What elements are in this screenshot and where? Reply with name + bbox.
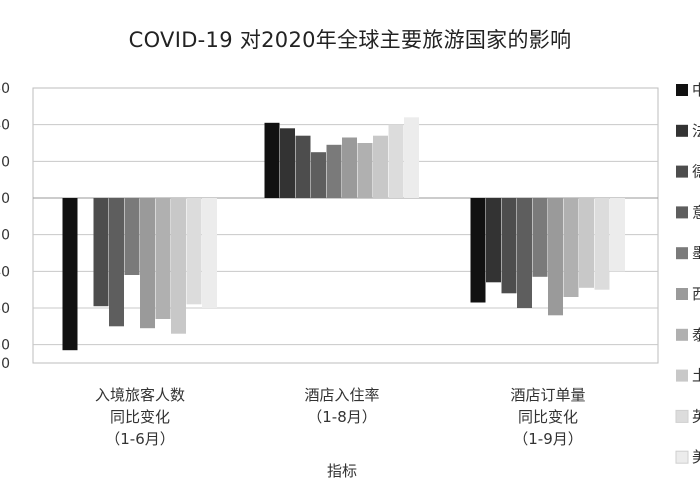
y-axis-ticks: 60 40 20 0 -20 -40 -60 -80 -90 bbox=[0, 81, 10, 372]
y-tick-label: 40 bbox=[0, 118, 10, 134]
bar bbox=[357, 143, 373, 198]
legend-label: 西 bbox=[692, 285, 700, 303]
bar bbox=[517, 198, 532, 308]
y-tick-label: -60 bbox=[0, 301, 10, 317]
category-label: 酒店订单量 bbox=[510, 386, 585, 404]
legend-label: 中 bbox=[692, 81, 700, 99]
legend-swatch bbox=[676, 165, 688, 178]
legend-swatch bbox=[675, 409, 689, 423]
bar bbox=[93, 198, 109, 307]
bar bbox=[342, 137, 357, 198]
bar bbox=[610, 198, 625, 272]
category-label: （1-9月） bbox=[513, 430, 583, 448]
category-label: 入境旅客人数 bbox=[95, 386, 185, 404]
legend-label: 法 bbox=[692, 122, 700, 140]
legend-label: 德 bbox=[692, 163, 700, 181]
legend-label: 墨 bbox=[692, 244, 700, 262]
legend-swatch bbox=[676, 288, 688, 300]
y-tick-label: 20 bbox=[0, 154, 10, 170]
legend-swatch bbox=[675, 450, 689, 464]
legend-label: 泰 bbox=[692, 326, 700, 344]
legend-label: 美 bbox=[692, 448, 700, 466]
y-tick-label: -90 bbox=[0, 356, 10, 372]
bar bbox=[548, 198, 563, 316]
bar bbox=[264, 122, 280, 198]
bar bbox=[202, 198, 217, 308]
bar bbox=[326, 144, 342, 198]
bars bbox=[62, 117, 625, 351]
y-tick-label: 60 bbox=[0, 81, 10, 97]
legend-swatch bbox=[676, 124, 688, 137]
bar bbox=[501, 198, 517, 294]
x-axis-categories: 入境旅客人数同比变化（1-6月）酒店入住率（1-8月）酒店订单量同比变化（1-9… bbox=[95, 386, 586, 448]
y-tick-label: 0 bbox=[1, 191, 10, 207]
bar bbox=[594, 198, 610, 290]
bar bbox=[486, 198, 501, 283]
bar bbox=[109, 198, 124, 327]
legend-label: 意 bbox=[692, 203, 700, 221]
category-label: 同比变化 bbox=[110, 408, 170, 426]
x-axis-title: 指标 bbox=[327, 462, 357, 480]
bar bbox=[311, 152, 326, 198]
bar bbox=[373, 135, 388, 198]
y-tick-label: -80 bbox=[0, 338, 10, 354]
bar bbox=[171, 198, 186, 334]
bar bbox=[563, 198, 579, 297]
bar bbox=[140, 198, 155, 329]
legend-swatch bbox=[676, 247, 688, 260]
legend-swatch bbox=[676, 328, 688, 341]
legend-label: 土 bbox=[692, 367, 700, 385]
bar bbox=[470, 198, 486, 303]
legend-swatch bbox=[676, 84, 688, 96]
bar bbox=[388, 124, 404, 198]
category-label: （1-8月） bbox=[307, 408, 377, 426]
bar bbox=[579, 198, 594, 288]
y-tick-label: -40 bbox=[0, 264, 10, 280]
bar bbox=[62, 198, 78, 351]
bar bbox=[532, 198, 548, 277]
category-label: （1-6月） bbox=[105, 430, 175, 448]
bar bbox=[124, 198, 140, 275]
bar bbox=[186, 198, 202, 305]
chart-title: COVID-19 对2020年全球主要旅游国家的影响 bbox=[128, 28, 572, 52]
bar bbox=[295, 135, 311, 198]
legend-swatch bbox=[676, 369, 688, 382]
y-tick-label: -20 bbox=[0, 228, 10, 244]
bar bbox=[404, 117, 419, 198]
legend-label: 英 bbox=[692, 407, 700, 425]
category-label: 酒店入住率 bbox=[304, 386, 379, 404]
bar bbox=[155, 198, 171, 319]
bar bbox=[280, 128, 295, 198]
legend-swatch bbox=[676, 206, 688, 219]
category-label: 同比变化 bbox=[518, 408, 578, 426]
